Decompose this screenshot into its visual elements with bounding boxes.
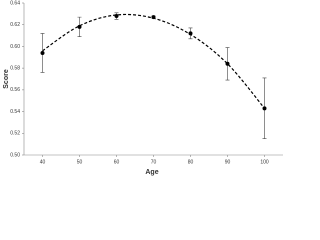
point [225, 61, 230, 66]
x-axis-title: Age [145, 169, 158, 176]
y-tick-label: 0.62 [10, 22, 20, 28]
point [77, 24, 82, 29]
y-tick-label: 0.54 [10, 109, 20, 115]
point [40, 50, 45, 55]
chart: Age Score 0.50 0.52 0.54 0.56 0.58 0.60 0.62 0.… [3, 0, 283, 176]
y-tick-label: 0.58 [10, 65, 20, 71]
x-tick-label: 40 [40, 159, 46, 165]
y-tick-label: 0.56 [10, 87, 20, 93]
y-tick-label: 0.60 [10, 44, 20, 50]
point [151, 15, 156, 20]
point [188, 31, 193, 36]
x-tick-label: 100 [260, 159, 269, 165]
x-tick-label: 90 [225, 159, 231, 165]
x-tick-label: 60 [114, 159, 120, 165]
y-tick-label: 0.50 [10, 152, 20, 158]
point [262, 106, 267, 111]
trendline [42, 13, 265, 109]
x-tick-label: 50 [77, 159, 83, 165]
y-tick-label: 0.64 [10, 0, 20, 6]
y-axis-title: Score [3, 69, 10, 89]
x-tick-label: 80 [188, 159, 194, 165]
y-tick-label: 0.52 [10, 131, 20, 137]
x-tick-label: 70 [151, 159, 157, 165]
page: Age Score 0.50 0.52 0.54 0.56 0.58 0.60 0.62 0.… [2, 0, 283, 176]
point [114, 14, 119, 19]
